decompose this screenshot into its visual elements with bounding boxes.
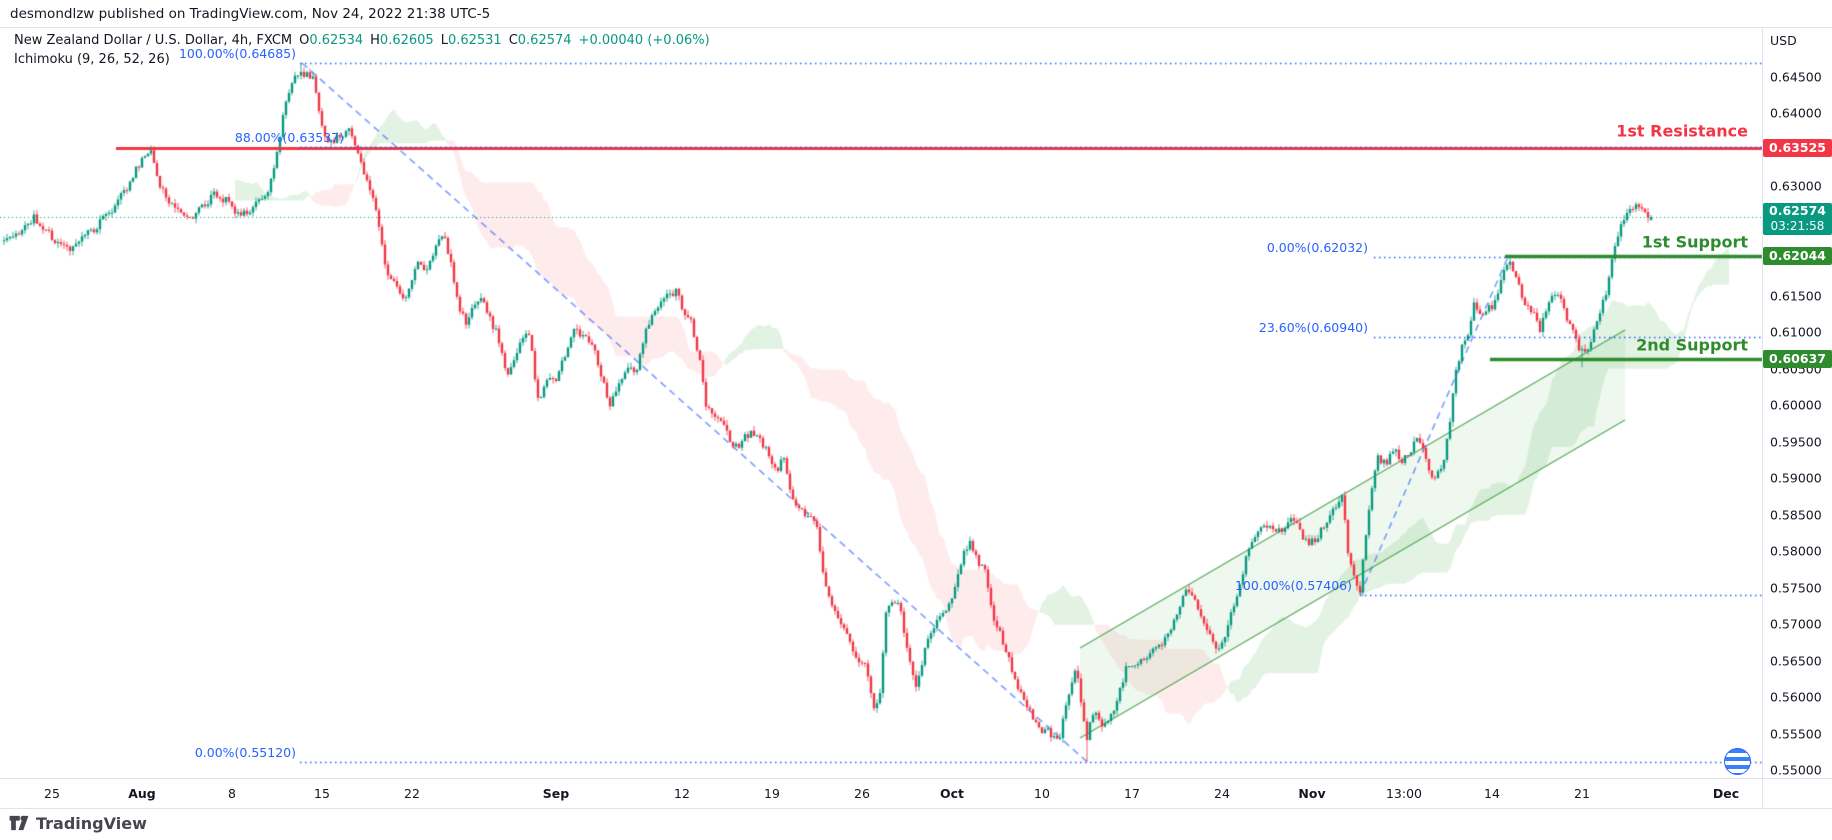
time-axis-label: 26 (854, 786, 870, 801)
time-axis-label: 22 (404, 786, 420, 801)
chart-legend: New Zealand Dollar / U.S. Dollar, 4h, FX… (14, 33, 710, 67)
price-axis-label: 0.57000 (1770, 616, 1822, 632)
price-axis-label: 0.61500 (1770, 288, 1822, 304)
price-axis-label: 0.57500 (1770, 580, 1822, 596)
price-axis-divider (1762, 27, 1763, 808)
indicator-label[interactable]: Ichimoku (9, 26, 52, 26) (14, 52, 170, 67)
price-axis-label: 0.55500 (1770, 726, 1822, 742)
fib-level-label: 23.60%(0.60940) (1258, 319, 1368, 335)
ohlc-value: 0.62531 (447, 33, 502, 48)
change-value: +0.00040 (+0.06%) (578, 33, 710, 48)
price-axis-label: 0.63000 (1770, 178, 1822, 194)
price-badge: 0.63525 (1763, 138, 1832, 157)
time-axis-label: 8 (228, 786, 236, 801)
time-axis-label: 17 (1124, 786, 1140, 801)
resistance-label: 1st Resistance (1616, 121, 1748, 141)
time-axis-label: 13:00 (1385, 786, 1423, 801)
time-axis-label: Oct (939, 786, 965, 801)
time-axis-divider-top (0, 778, 1832, 779)
ohlc-key: L (440, 33, 448, 48)
ohlc-value: 0.62574 (517, 33, 572, 48)
time-axis-label: 15 (314, 786, 330, 801)
price-axis-label: 0.60000 (1770, 397, 1822, 413)
time-axis-label: Aug (128, 786, 156, 801)
time-axis-label: 14 (1484, 786, 1500, 801)
ohlc-key: H (370, 33, 380, 48)
price-badge: 0.62044 (1763, 246, 1832, 265)
fib-level-label: 100.00%(0.57406) (1234, 577, 1352, 593)
fib-level-label: 0.00%(0.55120) (194, 744, 296, 760)
currency-label: USD (1770, 33, 1797, 48)
ohlc-values: O0.62534 H0.62605 L0.62531 C0.62574 +0.00040… (292, 33, 710, 48)
tradingview-ball-icon (1724, 748, 1751, 775)
ohlc-key: O (299, 33, 310, 48)
ohlc-value: 0.62534 (309, 33, 364, 48)
price-axis-label: 0.58500 (1770, 507, 1822, 523)
time-axis-label: Nov (1298, 786, 1326, 801)
price-axis-label: 0.55000 (1770, 762, 1822, 778)
time-axis-label: Dec (1712, 786, 1740, 801)
time-axis-label: 25 (44, 786, 60, 801)
symbol-title[interactable]: New Zealand Dollar / U.S. Dollar, 4h, FX… (14, 33, 293, 48)
price-axis-label: 0.56500 (1770, 653, 1822, 669)
price-badge: 0.62574 03:21:58 (1763, 203, 1832, 236)
price-axis-label: 0.58000 (1770, 543, 1822, 559)
price-axis-label: 0.59500 (1770, 434, 1822, 450)
price-axis-label: 0.64500 (1770, 69, 1822, 84)
tradingview-logo-text: TradingView (36, 813, 147, 833)
time-axis-label: 21 (1574, 786, 1590, 801)
ohlc-key: C (508, 33, 518, 48)
footer: TradingView (8, 812, 147, 834)
chart-canvas[interactable] (0, 0, 1832, 808)
time-axis-label: Sep (542, 786, 570, 801)
ohlc-value: 0.62605 (379, 33, 434, 48)
time-axis-divider-bottom (0, 808, 1832, 809)
support2-label: 2nd Support (1636, 335, 1748, 355)
support1-label: 1st Support (1641, 232, 1748, 252)
price-axis-label: 0.59000 (1770, 470, 1822, 486)
fib-level-label: 88.00%(0.63537) (234, 129, 344, 145)
price-axis-label: 0.61000 (1770, 324, 1822, 340)
fib-level-label: 100.00%(0.64685) (178, 45, 296, 61)
price-axis-label: 0.64000 (1770, 105, 1822, 121)
tradingview-logo-icon (9, 815, 29, 831)
time-axis-label: 19 (764, 786, 780, 801)
time-axis-label: 10 (1034, 786, 1050, 801)
price-badge: 0.60637 (1763, 349, 1832, 368)
time-axis-label: 12 (674, 786, 690, 801)
price-axis-label: 0.56000 (1770, 689, 1822, 705)
time-axis-label: 24 (1214, 786, 1230, 801)
fib-level-label: 0.00%(0.62032) (1266, 239, 1368, 255)
